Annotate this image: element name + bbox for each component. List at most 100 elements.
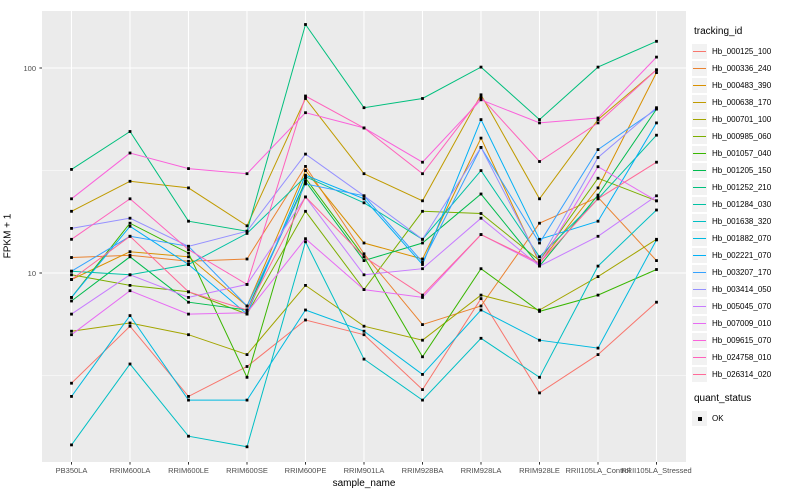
data-point — [362, 172, 366, 176]
x-tick-label-RRIM928BA: RRIM928BA — [401, 466, 444, 475]
data-point — [421, 257, 424, 261]
data-point — [655, 160, 658, 164]
legend-key-swatch — [692, 112, 707, 127]
data-point — [245, 232, 249, 235]
data-point — [70, 381, 73, 385]
data-point — [655, 68, 658, 72]
data-point — [479, 169, 483, 172]
data-point — [304, 179, 307, 183]
data-point — [70, 237, 73, 241]
data-point — [128, 255, 132, 259]
data-point — [421, 373, 424, 376]
data-point — [538, 197, 541, 201]
legend-item-label: Hb_000336_240 — [712, 64, 772, 73]
data-point — [187, 300, 190, 304]
data-point — [596, 165, 600, 169]
legend-item-label: Hb_001057_040 — [712, 149, 772, 158]
data-point — [304, 308, 307, 312]
data-point — [70, 273, 73, 277]
data-point — [596, 346, 600, 350]
data-point — [421, 160, 424, 164]
data-point — [187, 259, 190, 263]
legend-key-swatch — [692, 248, 707, 263]
data-point — [245, 353, 249, 356]
data-point — [362, 126, 366, 130]
data-point — [596, 65, 600, 69]
data-point — [304, 176, 307, 180]
data-point — [70, 168, 73, 171]
data-point — [655, 300, 658, 304]
legend-key-swatch — [692, 197, 707, 212]
legend-key-swatch — [692, 163, 707, 178]
legend-key-swatch — [692, 78, 707, 93]
legend: tracking_id Hb_000125_100 Hb_000336_240 Hb… — [692, 0, 800, 427]
legend-key-swatch — [692, 367, 707, 382]
legend-key-swatch — [692, 129, 707, 144]
legend-item-label: Hb_000483_390 — [712, 81, 772, 90]
data-point — [304, 169, 307, 172]
data-point — [128, 221, 132, 225]
legend-item-label: Hb_001638_320 — [712, 217, 772, 226]
data-point — [596, 197, 600, 201]
data-point — [304, 195, 307, 199]
legend-item-label: Hb_000701_100 — [712, 115, 772, 124]
data-point — [596, 118, 600, 121]
data-point — [70, 209, 73, 213]
legend-key-point-icon — [692, 411, 707, 426]
legend-item-Hb_026314_020: Hb_026314_020 — [692, 366, 800, 383]
data-point — [362, 259, 366, 262]
legend-item-Hb_001057_040: Hb_001057_040 — [692, 145, 800, 162]
data-point — [245, 304, 249, 308]
data-point — [187, 263, 190, 266]
legend-item-label: Hb_000985_060 — [712, 132, 772, 141]
data-point — [362, 324, 366, 328]
data-point — [128, 289, 132, 293]
data-point — [479, 267, 483, 271]
legend-item-Hb_000701_100: Hb_000701_100 — [692, 111, 800, 128]
data-point — [655, 71, 658, 74]
legend-item-Hb_000483_390: Hb_000483_390 — [692, 77, 800, 94]
data-point — [421, 267, 424, 271]
data-point — [479, 93, 483, 97]
data-point — [538, 255, 541, 259]
data-point — [362, 288, 366, 291]
data-point — [538, 160, 541, 163]
data-point — [70, 227, 73, 230]
data-point — [538, 118, 541, 121]
legend-item-Hb_002221_070: Hb_002221_070 — [692, 247, 800, 264]
data-point — [655, 268, 658, 271]
data-point — [596, 275, 600, 278]
data-point — [421, 355, 424, 359]
data-point — [421, 338, 424, 342]
legend-title-quant-status: quant_status — [694, 393, 752, 404]
legend-key-swatch — [692, 350, 707, 365]
data-point — [655, 121, 658, 125]
data-point — [187, 255, 190, 259]
data-point — [538, 241, 541, 245]
data-point — [245, 172, 249, 176]
legend-item-Hb_000638_170: Hb_000638_170 — [692, 94, 800, 111]
data-point — [304, 23, 307, 26]
data-point — [596, 116, 600, 120]
legend-item-label: Hb_000125_100 — [712, 47, 772, 56]
data-point — [187, 244, 190, 248]
data-point — [304, 97, 307, 100]
data-point — [187, 167, 190, 170]
x-tick-label-RRIM928LA: RRIM928LA — [460, 466, 502, 475]
data-point — [304, 237, 307, 241]
data-point — [304, 209, 307, 213]
data-point — [362, 329, 366, 333]
data-point — [479, 212, 483, 215]
data-point — [538, 121, 541, 125]
legend-item-label: Hb_001205_150 — [712, 166, 772, 175]
data-point — [538, 259, 541, 262]
data-point — [128, 197, 132, 201]
x-tick-label-RRIM600LA: RRIM600LA — [109, 466, 151, 475]
y-axis-title: FPKM + 1 — [2, 213, 14, 259]
data-point — [128, 273, 132, 277]
data-point — [538, 261, 541, 265]
legend-item-label: Hb_001284_030 — [712, 200, 772, 209]
data-point — [421, 263, 424, 266]
legend-item-Hb_001284_030: Hb_001284_030 — [692, 196, 800, 213]
data-point — [655, 259, 658, 262]
